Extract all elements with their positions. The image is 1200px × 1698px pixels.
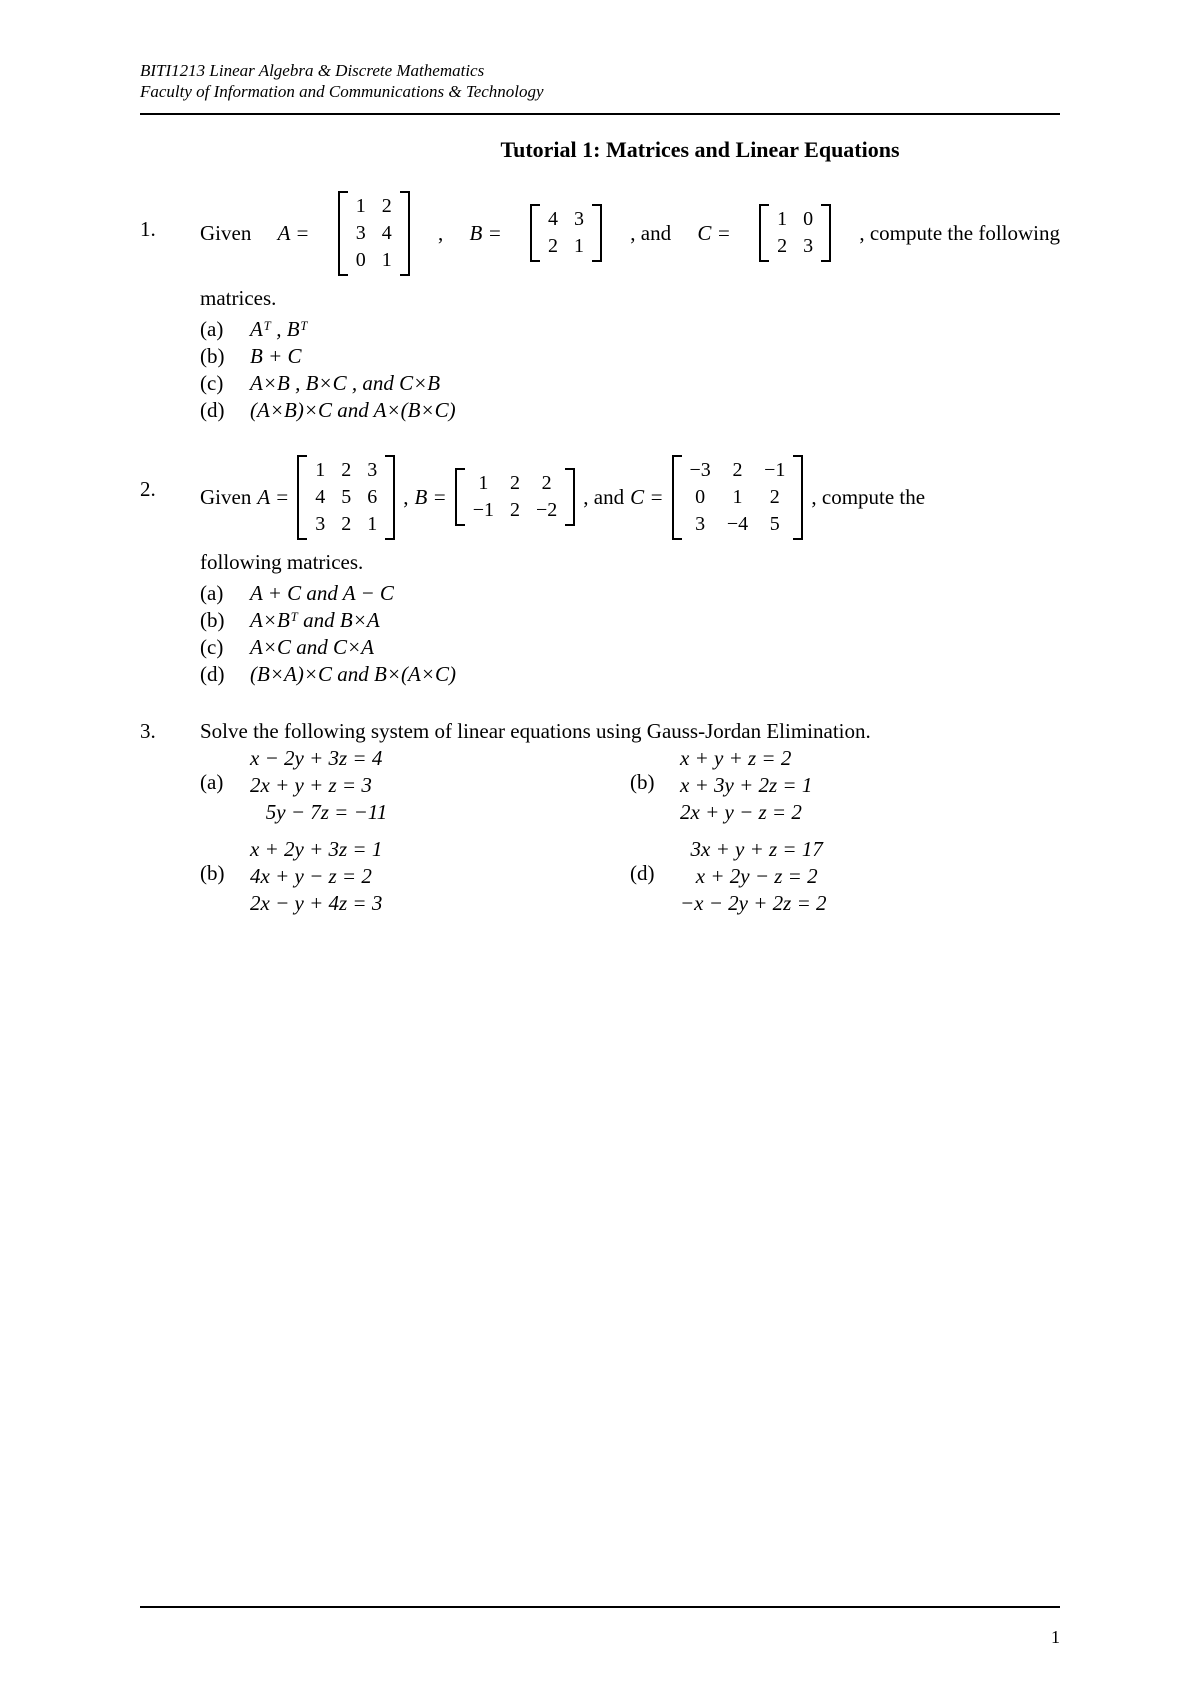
question-3-number: 3.: [140, 719, 200, 926]
q2-b: A×Bᵀ and B×A: [250, 608, 380, 633]
equation-line: 3x + y + z = 17: [680, 837, 827, 862]
matrix-cell: 1: [574, 235, 584, 258]
q1-a: Aᵀ , Bᵀ: [250, 317, 308, 342]
page-title: Tutorial 1: Matrices and Linear Equation…: [140, 137, 1060, 163]
matrix-cell: 3: [803, 235, 813, 258]
equation-line: 4x + y − z = 2: [250, 864, 382, 889]
matrix-cell: 4: [382, 222, 392, 245]
header-line-1: BITI1213 Linear Algebra & Discrete Mathe…: [140, 60, 1060, 81]
matrix-cell: 2: [536, 472, 557, 495]
equation-line: x − 2y + 3z = 4: [250, 746, 387, 771]
matrix-cell: −4: [727, 513, 748, 536]
footer-rule: [140, 1606, 1060, 1608]
equation-line: 5y − 7z = −11: [250, 800, 387, 825]
q2-and: , and: [583, 485, 624, 510]
q1-and: , and: [630, 221, 671, 246]
matrix-cell: 4: [315, 486, 325, 509]
matrix-cell: −2: [536, 499, 557, 522]
equation-line: −x − 2y + 2z = 2: [680, 891, 827, 916]
matrix-cell: 3: [315, 513, 325, 536]
q3-d: (d) 3x + y + z = 17 x + 2y − z = 2−x − 2…: [630, 835, 1060, 918]
equation-line: x + 3y + 2z = 1: [680, 773, 812, 798]
matrix-cell: 5: [764, 513, 785, 536]
equation-line: 2x + y − z = 2: [680, 800, 812, 825]
q2-matrix-B: 122−12−2: [455, 468, 576, 526]
matrix-cell: 5: [341, 486, 351, 509]
q2-c: A×C and C×A: [250, 635, 374, 660]
matrix-cell: 4: [548, 208, 558, 231]
matrix-cell: −1: [473, 499, 494, 522]
matrix-cell: 2: [727, 459, 748, 482]
q2-lead: Given: [200, 485, 251, 510]
q2-tail: , compute the: [811, 485, 925, 510]
question-3: 3. Solve the following system of linear …: [140, 719, 1060, 926]
q2-d: (B×A)×C and B×(A×C): [250, 662, 456, 687]
matrix-cell: 0: [803, 208, 813, 231]
matrix-cell: 1: [473, 472, 494, 495]
q1-matrix-A: 123401: [338, 191, 410, 276]
equation-line: x + 2y − z = 2: [680, 864, 827, 889]
matrix-cell: 2: [382, 195, 392, 218]
matrix-cell: 3: [690, 513, 711, 536]
q1-tail: , compute the following: [859, 221, 1060, 246]
q2-B-label: B =: [414, 485, 446, 510]
matrix-cell: 1: [356, 195, 366, 218]
q2-C-label: C =: [630, 485, 663, 510]
page-header: BITI1213 Linear Algebra & Discrete Mathe…: [140, 60, 1060, 103]
q3-a: (a) x − 2y + 3z = 42x + y + z = 3 5y − 7…: [200, 744, 630, 827]
matrix-cell: 1: [727, 486, 748, 509]
matrix-cell: −3: [690, 459, 711, 482]
matrix-cell: 3: [367, 459, 377, 482]
matrix-cell: 2: [341, 459, 351, 482]
q1-lead: Given: [200, 221, 251, 246]
equation-line: 2x + y + z = 3: [250, 773, 387, 798]
matrix-cell: 2: [510, 472, 520, 495]
equation-line: x + 2y + 3z = 1: [250, 837, 382, 862]
question-1-number: 1.: [140, 191, 200, 425]
q2-follow-word: following matrices.: [200, 550, 1060, 575]
matrix-cell: 3: [356, 222, 366, 245]
q1-c: A×B , B×C , and C×B: [250, 371, 440, 396]
q1-A-label: A =: [278, 221, 310, 246]
header-line-2: Faculty of Information and Communication…: [140, 81, 1060, 102]
matrix-cell: 1: [367, 513, 377, 536]
q3-b-left: (b) x + 2y + 3z = 14x + y − z = 22x − y …: [200, 835, 630, 918]
q1-matrix-C: 1023: [759, 204, 831, 262]
question-2-number: 2.: [140, 455, 200, 689]
matrix-cell: 6: [367, 486, 377, 509]
question-2: 2. Given A = 123456321 , B = 122−12−2 , …: [140, 455, 1060, 689]
q1-matrices-word: matrices.: [200, 286, 1060, 311]
q1-b: B + C: [250, 344, 302, 369]
equation-line: 2x − y + 4z = 3: [250, 891, 382, 916]
page-number: 1: [1051, 1627, 1060, 1648]
matrix-cell: 1: [777, 208, 787, 231]
q2-a: A + C and A − C: [250, 581, 394, 606]
matrix-cell: −1: [764, 459, 785, 482]
matrix-cell: 1: [382, 249, 392, 272]
matrix-cell: 0: [690, 486, 711, 509]
matrix-cell: 2: [764, 486, 785, 509]
matrix-cell: 3: [574, 208, 584, 231]
q2-matrix-C: −32−10123−45: [672, 455, 804, 540]
matrix-cell: 0: [356, 249, 366, 272]
question-1: 1. Given A = 123401 , B = 4321 , and C =…: [140, 191, 1060, 425]
q3-lead: Solve the following system of linear equ…: [200, 719, 1060, 744]
matrix-cell: 1: [315, 459, 325, 482]
q2-A-label: A =: [257, 485, 289, 510]
header-rule: [140, 113, 1060, 115]
q1-C-label: C =: [697, 221, 730, 246]
matrix-cell: 2: [510, 499, 520, 522]
q1-matrix-B: 4321: [530, 204, 602, 262]
matrix-cell: 2: [341, 513, 351, 536]
q3-b-right: (b) x + y + z = 2x + 3y + 2z = 12x + y −…: [630, 744, 1060, 827]
matrix-cell: 2: [548, 235, 558, 258]
q1-B-label: B =: [470, 221, 502, 246]
matrix-cell: 2: [777, 235, 787, 258]
equation-line: x + y + z = 2: [680, 746, 812, 771]
q1-d: (A×B)×C and A×(B×C): [250, 398, 456, 423]
q2-matrix-A: 123456321: [297, 455, 395, 540]
